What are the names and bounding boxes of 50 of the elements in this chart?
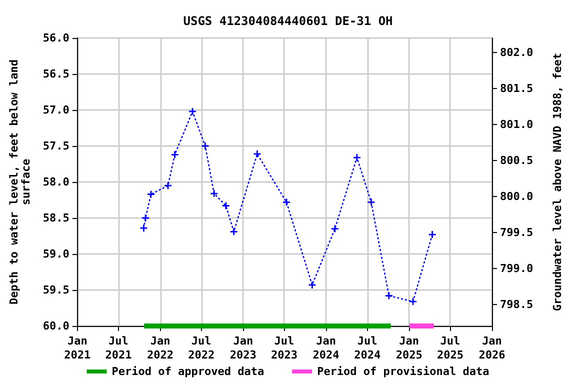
y-axis-title: Depth to water level, feet below land surface xyxy=(8,59,32,305)
legend-label: Period of approved data xyxy=(112,365,264,378)
y-tick-label: 59.0 xyxy=(42,248,70,260)
y-tick-label: 60.0 xyxy=(42,320,70,332)
point xyxy=(308,281,316,288)
y-tick-label: 57.0 xyxy=(42,104,70,116)
point xyxy=(164,182,172,190)
y2-tick-label: 801.0 xyxy=(500,118,534,131)
x-tick-label: Jan 2021 xyxy=(64,334,92,362)
chart-title: USGS 412304084440601 DE-31 OH xyxy=(183,14,393,28)
x-tick-label: Jul 2025 xyxy=(436,334,464,362)
y-tick-label: 58.5 xyxy=(42,212,70,224)
point xyxy=(210,190,218,198)
y2-tick-label: 799.0 xyxy=(500,262,534,275)
y2-axis-title: Groundwater level above NAVD 1988, feet xyxy=(551,52,564,312)
point xyxy=(147,190,154,198)
x-tick-label: Jan 2024 xyxy=(312,334,340,362)
legend-label: Period of provisional data xyxy=(317,365,490,378)
y2-tick-label: 801.5 xyxy=(500,82,534,95)
y-tick-label: 58.0 xyxy=(42,176,70,188)
point xyxy=(368,198,375,206)
y2-tick-label: 800.0 xyxy=(500,190,534,203)
point xyxy=(171,151,178,158)
y2-tick-label: 800.5 xyxy=(500,154,534,167)
x-tick-label: Jan 2022 xyxy=(147,334,174,362)
x-tick-label: Jan 2025 xyxy=(396,334,422,362)
point xyxy=(202,142,209,150)
y-tick-label: 59.5 xyxy=(42,284,70,296)
point xyxy=(428,231,436,238)
x-tick-label: Jan 2023 xyxy=(230,334,256,362)
x-tick-label: Jul 2024 xyxy=(354,334,381,362)
point xyxy=(331,225,338,232)
x-tick-label: Jul 2021 xyxy=(105,334,132,362)
point xyxy=(353,154,360,162)
x-tick-label: Jul 2022 xyxy=(188,334,215,362)
y-tick-label: 56.5 xyxy=(42,68,70,80)
point xyxy=(189,108,196,115)
point xyxy=(140,224,148,232)
x-tick-label: Jul 2023 xyxy=(270,334,298,362)
point xyxy=(385,292,392,300)
y-tick-label: 56.0 xyxy=(42,32,70,44)
y2-tick-label: 798.5 xyxy=(500,298,534,311)
point xyxy=(222,202,230,210)
point xyxy=(230,228,238,236)
y2-tick-label: 802.0 xyxy=(500,46,534,59)
y2-tick-label: 799.5 xyxy=(500,226,534,239)
y-tick-label: 57.5 xyxy=(42,140,70,152)
point xyxy=(283,198,290,206)
point xyxy=(254,150,261,158)
x-tick-label: Jan 2026 xyxy=(478,334,506,362)
